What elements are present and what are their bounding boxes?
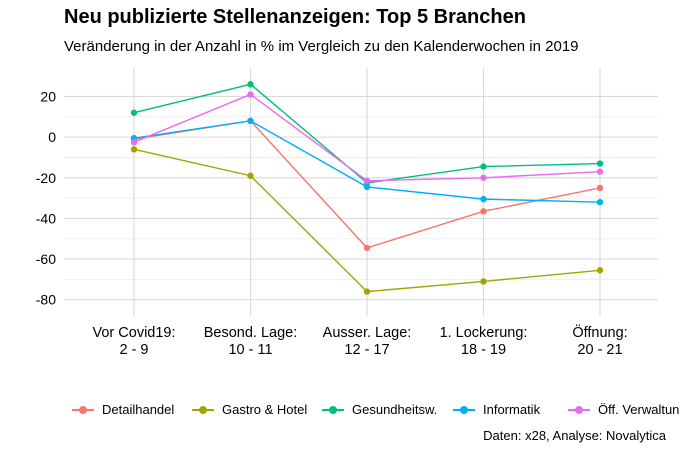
x-tick-label: 12 - 17 [344,342,389,358]
line-chart: 20 0 -20 -40 -60 -80 Vor Covid19:2 - 9 Besond.… [36,68,658,358]
data-point [480,208,487,215]
series-points [130,81,604,295]
data-point [247,91,254,98]
data-point [247,81,254,88]
x-tick-label: 20 - 21 [577,342,622,358]
data-point [363,177,371,185]
data-point [130,109,138,116]
x-tick-label: 1. Lockerung: [440,325,528,341]
y-tick-label: -20 [36,170,56,186]
x-tick-label: 10 - 11 [228,342,272,358]
legend-item: Gesundheitsw. [320,402,437,417]
x-tick-label: 18 - 19 [461,342,506,358]
x-tick-label: Vor Covid19: [92,325,175,341]
y-tick-label: 20 [40,88,56,104]
data-point [130,146,138,153]
legend-item: Gastro & Hotel [190,402,307,417]
data-point [480,174,487,181]
legend-label: Gesundheitsw. [352,402,438,417]
data-point [596,198,604,206]
legend-item: Detailhandel [70,402,174,417]
data-point [480,195,487,203]
data-point [480,163,487,170]
legend-key [320,404,346,416]
legend-label: Öff. Verwaltung [598,402,680,417]
data-point [596,160,604,167]
y-tick-label: 0 [48,129,56,145]
data-point [247,117,254,125]
x-tick-label: 2 - 9 [119,342,148,358]
data-point [596,168,604,175]
legend-key [451,404,477,416]
data-point [480,278,487,285]
legend-label: Gastro & Hotel [222,402,308,417]
data-point [247,172,254,179]
data-point [363,244,371,252]
x-tick-label: Öffnung: [572,323,627,341]
data-point [596,184,604,192]
data-point [130,138,138,146]
gridlines [64,68,658,316]
legend: Detailhandel Gastro & Hotel Gesundheitsw. I… [0,402,680,420]
x-tick-label: Besond. Lage: [204,325,298,341]
y-axis-ticks: 20 0 -20 -40 -60 -80 [36,88,56,307]
chart-caption: Daten: x28, Analyse: Novalytica [483,428,666,443]
legend-item: Öff. Verwaltung [566,402,680,417]
legend-label: Detailhandel [102,402,175,417]
chart-title: Neu publizierte Stellenanzeigen: Top 5 B… [64,6,526,28]
data-point [363,183,371,191]
y-tick-label: -60 [36,251,56,267]
legend-item: Informatik [451,402,540,417]
chart-subtitle: Veränderung in der Anzahl in % im Vergle… [64,38,579,55]
legend-key [70,404,96,416]
legend-label: Informatik [483,402,541,417]
y-tick-label: -40 [36,210,56,226]
data-point [596,267,604,274]
legend-key [190,404,216,416]
x-tick-label: Ausser. Lage: [323,325,412,341]
y-tick-label: -80 [36,292,56,308]
x-axis-ticks: Vor Covid19:2 - 9 Besond. Lage:10 - 11 Aus… [92,323,627,358]
data-point [363,288,371,295]
legend-key [566,404,592,416]
